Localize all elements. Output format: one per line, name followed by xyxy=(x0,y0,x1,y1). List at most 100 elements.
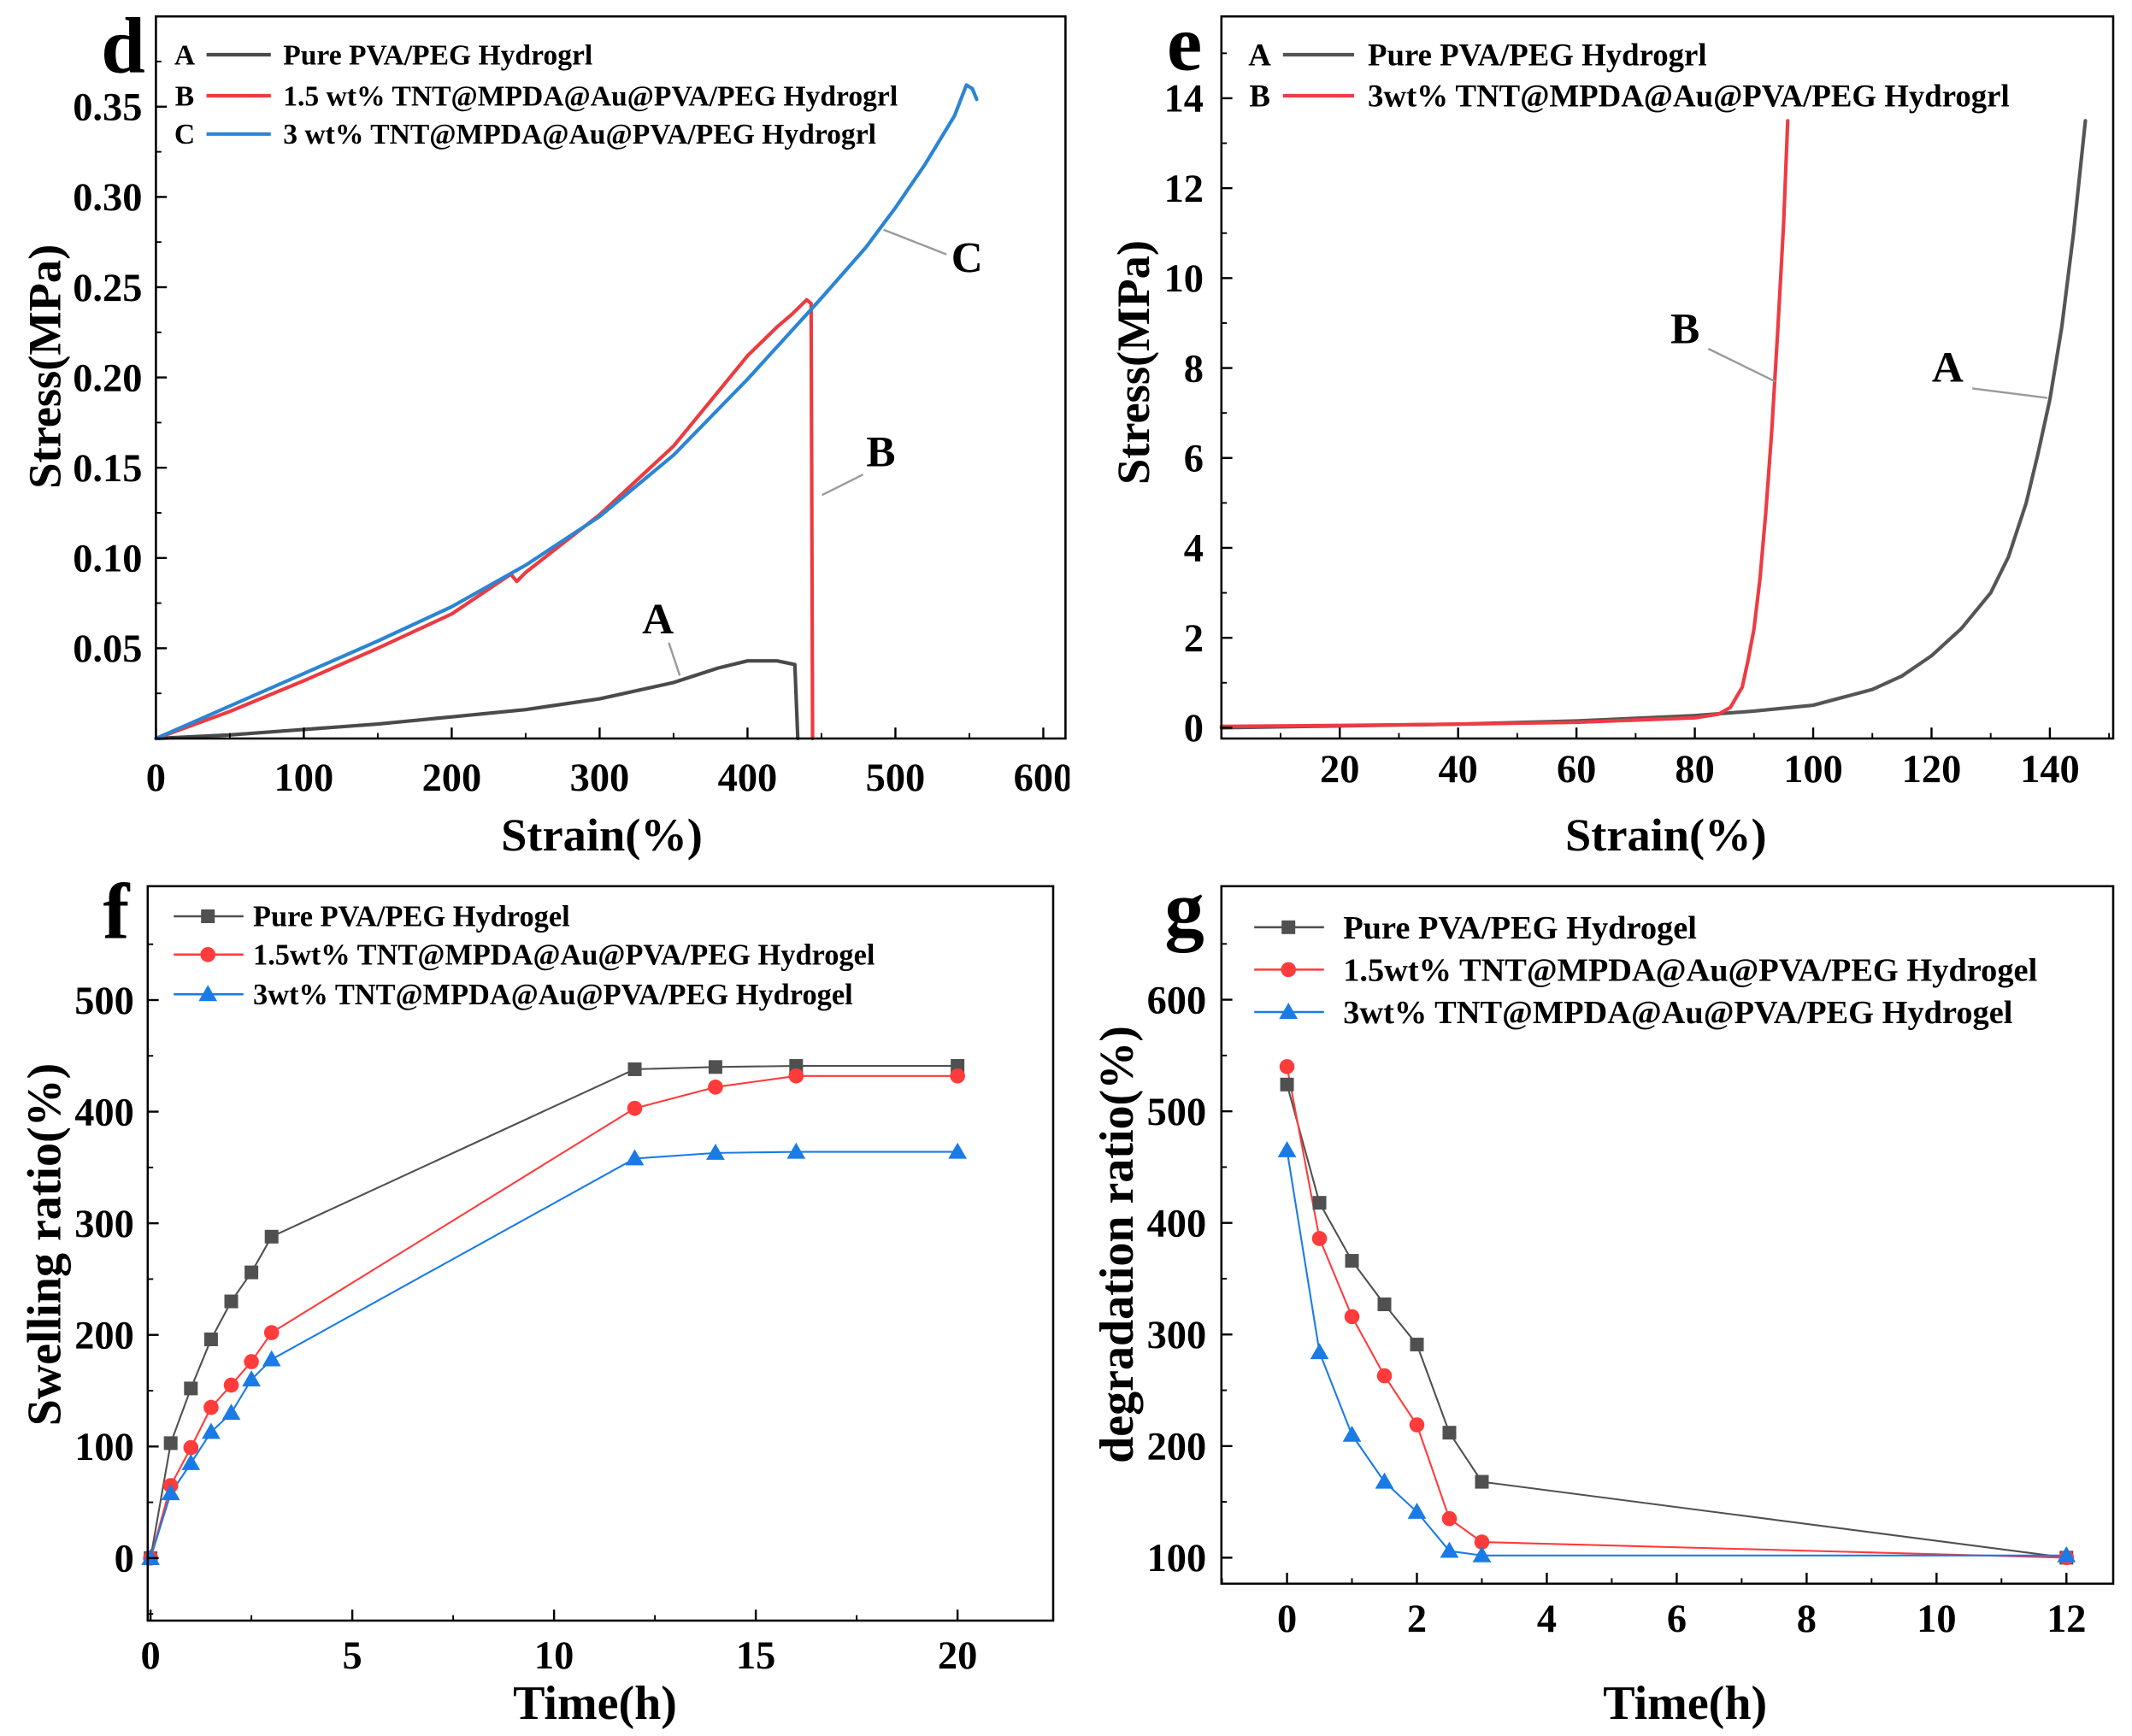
data-point-1-5wtpct-tnt-mpda-au-pva-peg-hydrogel xyxy=(627,1100,643,1116)
legend-marker xyxy=(1281,962,1296,978)
panel-label: g xyxy=(1164,865,1204,953)
axis-ticks: 20 40 60 80 100 120 140 0 2 4 6 8 10 12 14 xyxy=(1164,52,2111,791)
panel-label: e xyxy=(1167,0,1202,88)
x-tick-label: 200 xyxy=(422,756,482,800)
plot-frame xyxy=(155,15,1067,740)
legend-marker xyxy=(198,985,218,1002)
curve-label-leader xyxy=(1707,347,1776,383)
series-line-pure-pva-peg-hydrogel xyxy=(1286,1083,2068,1559)
legend-label: 1.5 wt% TNT@MPDA@Au@PVA/PEG Hydrogrl xyxy=(283,80,898,112)
data-point-1-5wtpct-tnt-mpda-au-pva-peg-hydrogel xyxy=(1344,1309,1360,1325)
data-point-1-5wtpct-tnt-mpda-au-pva-peg-hydrogel xyxy=(1409,1417,1425,1433)
y-tick-label: 10 xyxy=(1164,257,1204,301)
curve-label-leader xyxy=(668,642,681,676)
legend-label: Pure PVA/PEG Hydrogrl xyxy=(283,39,592,71)
y-tick-label: 0 xyxy=(1184,707,1204,750)
curve-label-a: A xyxy=(642,595,674,644)
y-tick-label: 0.05 xyxy=(73,627,142,671)
panel-label: d xyxy=(101,3,145,91)
legend-entry-pure-pva-peg-hydrogrl: A Pure PVA/PEG Hydrogrl xyxy=(174,39,592,71)
data-point-1-5wtpct-tnt-mpda-au-pva-peg-hydrogel xyxy=(1376,1368,1393,1384)
legend-label: 3wt% TNT@MPDA@Au@PVA/PEG Hydrogrl xyxy=(1368,79,2010,114)
x-axis-label: Time(h) xyxy=(513,1677,677,1730)
x-tick-label: 40 xyxy=(1438,748,1477,791)
y-tick-label: 500 xyxy=(1147,1091,1207,1134)
data-point-pure-pva-peg-hydrogel xyxy=(1377,1298,1392,1312)
data-point-3wtpct-tnt-mpda-au-pva-peg-hydrogel xyxy=(706,1144,725,1160)
data-point-3wtpct-tnt-mpda-au-pva-peg-hydrogel xyxy=(1472,1545,1492,1562)
legend-label: 3 wt% TNT@MPDA@Au@PVA/PEG Hydrogrl xyxy=(283,119,876,150)
data-point-1-5wtpct-tnt-mpda-au-pva-peg-hydrogel xyxy=(183,1439,199,1456)
data-point-3wtpct-tnt-mpda-au-pva-peg-hydrogel xyxy=(1277,1140,1297,1157)
data-point-1-5wtpct-tnt-mpda-au-pva-peg-hydrogel xyxy=(223,1377,239,1393)
x-tick-label: 20 xyxy=(938,1634,977,1678)
x-tick-label: 12 xyxy=(2047,1598,2086,1641)
axis-ticks: 0 2 4 6 8 10 12 100 200 300 400 500 600 xyxy=(1147,943,2086,1641)
legend-marker xyxy=(1279,1003,1299,1019)
data-point-3wtpct-tnt-mpda-au-pva-peg-hydrogel xyxy=(625,1149,645,1166)
x-tick-label: 80 xyxy=(1675,748,1714,791)
legend-label: Pure PVA/PEG Hydrogel xyxy=(253,901,570,933)
data-point-pure-pva-peg-hydrogel xyxy=(1312,1196,1327,1210)
y-tick-label: 400 xyxy=(74,1091,134,1134)
data-point-3wtpct-tnt-mpda-au-pva-peg-hydrogel xyxy=(1342,1425,1362,1442)
data-point-1-5wtpct-tnt-mpda-au-pva-peg-hydrogel xyxy=(203,1399,219,1415)
y-axis-label: degradation ratio(%) xyxy=(1091,1026,1144,1463)
data-point-1-5wtpct-tnt-mpda-au-pva-peg-hydrogel xyxy=(950,1068,965,1084)
data-point-pure-pva-peg-hydrogel xyxy=(1280,1077,1294,1092)
y-tick-label: 4 xyxy=(1184,527,1204,571)
x-tick-label: 4 xyxy=(1537,1598,1557,1641)
legend: A Pure PVA/PEG Hydrogrl B 3wt% TNT@MPDA@Au@… xyxy=(1248,38,2009,114)
legend-label: 3wt% TNT@MPDA@Au@PVA/PEG Hydrogel xyxy=(253,979,853,1011)
y-tick-label: 500 xyxy=(74,980,134,1023)
y-tick-label: 12 xyxy=(1164,168,1204,211)
series-layer xyxy=(1277,1059,2076,1566)
data-point-3wtpct-tnt-mpda-au-pva-peg-hydrogel xyxy=(2057,1545,2076,1562)
data-point-1-5wtpct-tnt-mpda-au-pva-peg-hydrogel xyxy=(1474,1534,1490,1550)
data-point-pure-pva-peg-hydrogel xyxy=(1410,1338,1424,1352)
data-point-pure-pva-peg-hydrogel xyxy=(224,1294,239,1309)
y-tick-label: 14 xyxy=(1164,78,1204,121)
curve-label-b: B xyxy=(866,428,895,477)
legend-marker xyxy=(1281,920,1296,934)
plot-frame xyxy=(1220,15,2115,740)
data-point-pure-pva-peg-hydrogel xyxy=(264,1229,279,1244)
y-axis-label: Stress(MPa) xyxy=(1108,240,1159,485)
curve-label-leader xyxy=(1972,387,2048,399)
data-point-pure-pva-peg-hydrogel xyxy=(184,1381,198,1396)
data-point-3wtpct-tnt-mpda-au-pva-peg-hydrogel xyxy=(242,1370,261,1386)
x-tick-label: 0 xyxy=(146,756,166,800)
legend: Pure PVA/PEG Hydrogel 1.5wt% TNT@MPDA@Au@… xyxy=(174,901,875,1011)
legend-entry-pure-pva-peg-hydrogel: Pure PVA/PEG Hydrogel xyxy=(174,901,570,933)
curve-label-leader xyxy=(822,474,864,497)
legend-key-letter: A xyxy=(1248,38,1271,73)
legend-label: Pure PVA/PEG Hydrogrl xyxy=(1368,38,1707,73)
legend-entry-1-5wtpct-tnt-mpda-au-pva-peg-hydrogel: 1.5wt% TNT@MPDA@Au@PVA/PEG Hydrogel xyxy=(1254,952,2038,988)
data-point-3wtpct-tnt-mpda-au-pva-peg-hydrogel xyxy=(221,1404,241,1421)
x-tick-label: 600 xyxy=(1014,756,1074,800)
data-point-1-5wtpct-tnt-mpda-au-pva-peg-hydrogel xyxy=(263,1325,280,1340)
panel-g-degradation-ratio: g 0 2 4 6 8 10 12 100 200 300 400 500 600 Time(h) degra… xyxy=(1091,865,2115,1730)
y-tick-label: 100 xyxy=(74,1426,134,1469)
legend-label: 1.5wt% TNT@MPDA@Au@PVA/PEG Hydrogel xyxy=(253,939,875,971)
x-tick-label: 2 xyxy=(1407,1598,1427,1641)
data-point-3wtpct-tnt-mpda-au-pva-peg-hydrogel xyxy=(202,1422,221,1439)
plot-frame xyxy=(1220,885,2115,1586)
data-point-3wtpct-tnt-mpda-au-pva-peg-hydrogel xyxy=(161,1484,180,1501)
panel-f-swelling-ratio: f0 5 10 15 200100200300400500Time(h)Swelling… xyxy=(18,868,1055,1730)
legend-key-letter: A xyxy=(174,39,196,71)
x-tick-label: 60 xyxy=(1557,748,1596,791)
legend-key-letter: B xyxy=(1249,79,1270,114)
series-line-3-wtpct-tnt-mpda-au-pva-peg-hydrogrl xyxy=(154,83,979,741)
y-tick-label: 300 xyxy=(1147,1314,1207,1357)
x-tick-label: 0 xyxy=(141,1634,161,1678)
data-point-3wtpct-tnt-mpda-au-pva-peg-hydrogel xyxy=(262,1350,281,1367)
legend-entry-1-5wtpct-tnt-mpda-au-pva-peg-hydrogel: 1.5wt% TNT@MPDA@Au@PVA/PEG Hydrogel xyxy=(174,939,875,971)
legend-entry-pure-pva-peg-hydrogrl: A Pure PVA/PEG Hydrogrl xyxy=(1248,38,1706,73)
data-point-pure-pva-peg-hydrogel xyxy=(1345,1254,1359,1268)
series-line-3wtpct-tnt-mpda-au-pva-peg-hydrogel xyxy=(1286,1149,2068,1557)
x-tick-label: 140 xyxy=(2020,748,2080,791)
data-point-3wtpct-tnt-mpda-au-pva-peg-hydrogel xyxy=(181,1454,201,1470)
